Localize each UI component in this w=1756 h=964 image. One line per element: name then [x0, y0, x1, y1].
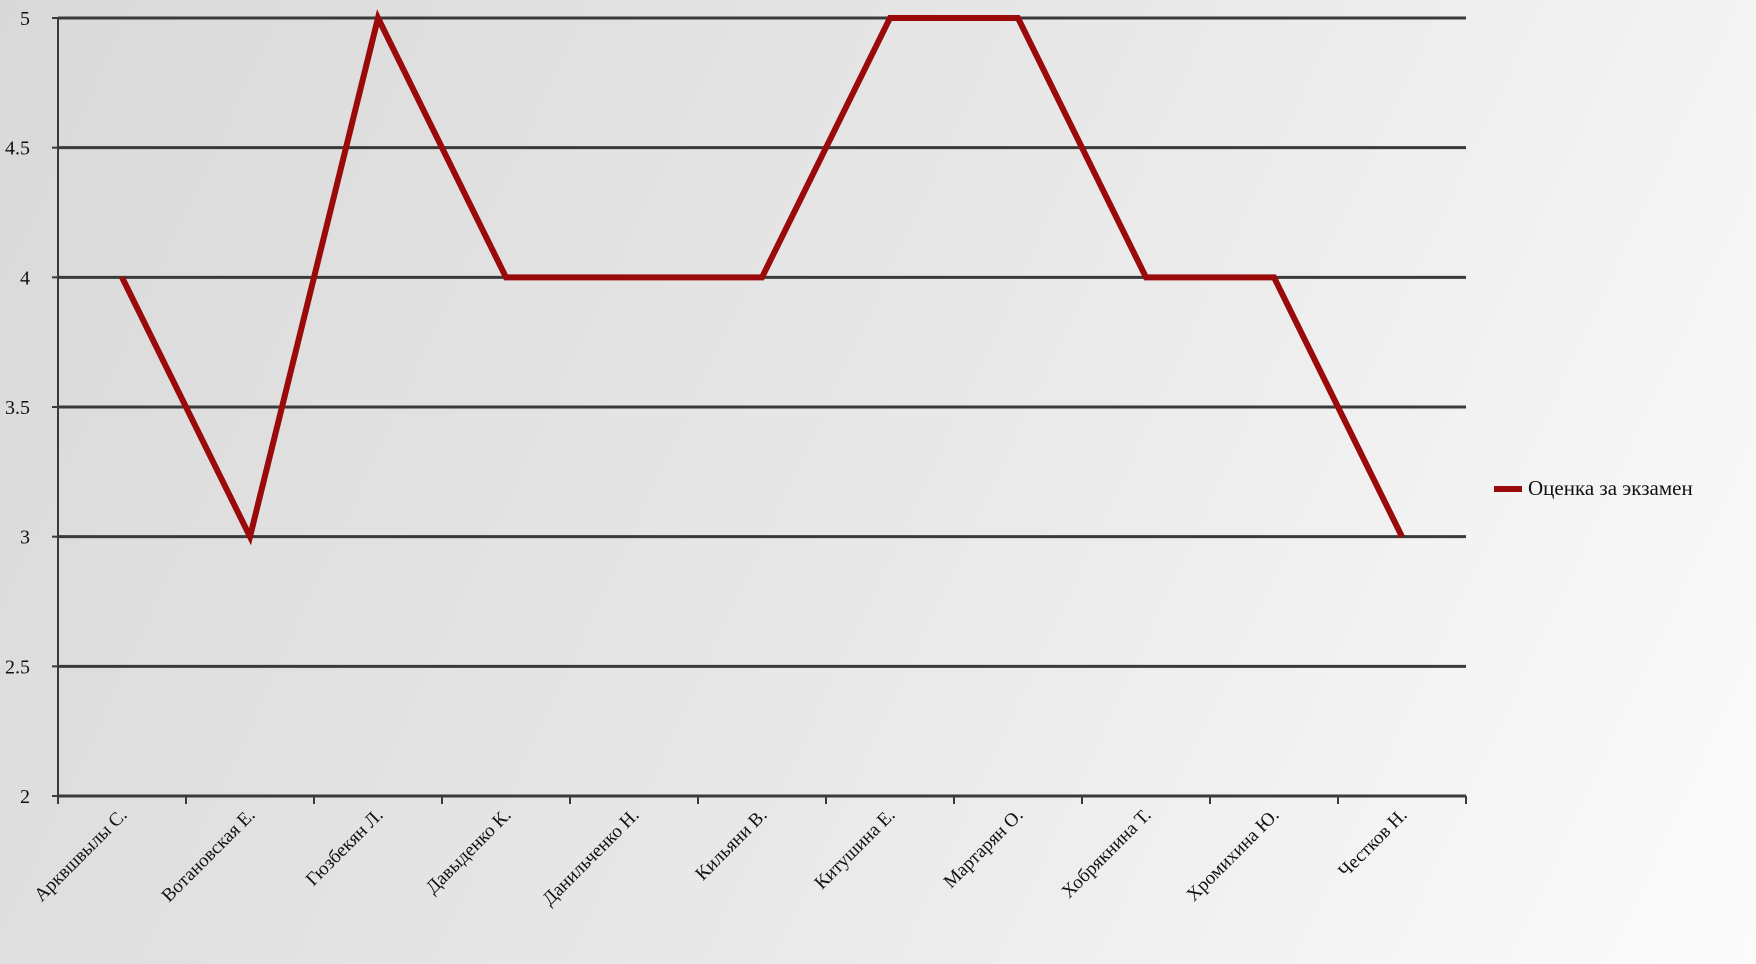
data-point — [633, 276, 635, 279]
data-point — [249, 535, 251, 538]
y-tick-label: 5 — [20, 8, 30, 30]
legend-label: Оценка за экзамен — [1528, 476, 1693, 500]
x-category-label: Хобрякнина Т. — [1058, 805, 1156, 903]
x-category-label: Давыденко К. — [422, 805, 516, 899]
legend: Оценка за экзамен — [1494, 476, 1693, 501]
data-point — [1017, 17, 1019, 19]
y-tick-label: 2 — [20, 786, 30, 808]
data-point — [1145, 276, 1147, 279]
y-tick-label: 4 — [20, 267, 30, 289]
y-tick-label: 3 — [20, 527, 30, 549]
data-point — [121, 276, 123, 279]
data-point — [1273, 276, 1275, 279]
data-point — [377, 17, 379, 19]
x-category-label: Данильченко Н. — [538, 805, 643, 910]
x-category-label: Китушина Е. — [811, 805, 900, 894]
x-category-label: Вотановская Е. — [158, 805, 260, 907]
x-category-label: Мартарян О. — [940, 805, 1028, 893]
y-tick-label: 3.5 — [5, 397, 30, 419]
x-category-label: Кильяни В. — [691, 805, 771, 885]
y-tick-label: 4.5 — [5, 138, 30, 160]
x-category-label: Честков Н. — [1334, 805, 1411, 882]
x-category-label: Хромихина Ю. — [1183, 805, 1284, 906]
data-point — [889, 17, 891, 19]
data-point — [1401, 535, 1403, 538]
y-tick-label: 2.5 — [5, 656, 30, 678]
data-point — [505, 276, 507, 279]
x-category-label: Арквшвылы С. — [30, 805, 131, 906]
data-point — [761, 276, 763, 279]
legend-swatch — [1494, 485, 1522, 492]
x-category-label: Гюзбекян Л. — [302, 805, 388, 891]
